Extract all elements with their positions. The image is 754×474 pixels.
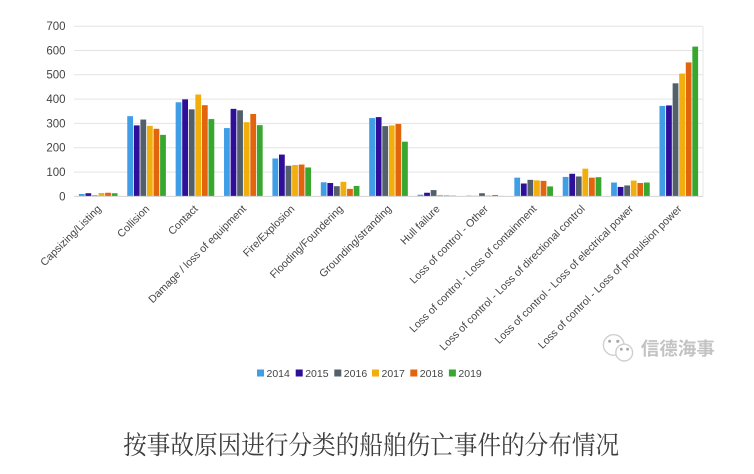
svg-text:200: 200 [46,143,65,155]
svg-text:2015: 2015 [305,368,329,380]
svg-text:Contact: Contact [166,203,201,238]
svg-text:300: 300 [46,118,65,130]
svg-text:2019: 2019 [458,368,482,380]
svg-text:500: 500 [46,70,65,82]
svg-text:700: 700 [46,21,65,33]
svg-text:Collision: Collision [115,203,152,240]
svg-text:600: 600 [46,45,65,57]
svg-text:Damage / loss of equipment: Damage / loss of equipment [146,203,249,306]
svg-text:2017: 2017 [382,368,406,380]
svg-text:Hull failure: Hull failure [398,203,442,247]
svg-text:400: 400 [46,94,65,106]
svg-text:2016: 2016 [344,368,368,380]
svg-text:Capsizing/Listing: Capsizing/Listing [38,203,104,269]
svg-text:0: 0 [59,191,65,203]
svg-text:100: 100 [46,167,65,179]
svg-text:Loss of control - Other: Loss of control - Other [408,203,492,287]
svg-text:2014: 2014 [267,368,291,380]
svg-text:2018: 2018 [420,368,444,380]
